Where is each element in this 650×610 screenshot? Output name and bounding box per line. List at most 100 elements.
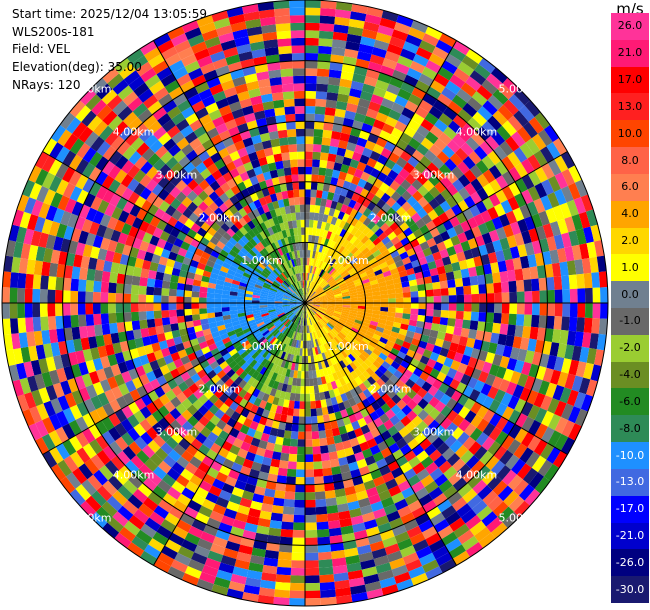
ppi-cell: [469, 320, 479, 331]
ppi-cell: [463, 169, 477, 183]
ppi-cell: [284, 106, 296, 115]
ppi-cell: [319, 159, 328, 169]
ppi-cell: [336, 344, 344, 352]
ppi-cell: [350, 297, 358, 301]
ppi-cell: [123, 312, 132, 322]
ppi-cell: [289, 590, 305, 599]
ppi-cell: [206, 517, 221, 530]
ppi-cell: [339, 228, 347, 238]
ppi-cell: [569, 303, 578, 318]
ppi-cell: [221, 303, 230, 308]
ppi-cell: [415, 218, 426, 229]
ppi-cell: [224, 407, 235, 418]
ppi-cell: [316, 521, 329, 530]
ppi-cell: [524, 488, 541, 506]
ppi-cell: [381, 360, 391, 370]
ppi-cell: [260, 503, 273, 513]
ppi-cell: [422, 392, 434, 404]
range-label: 5.00km: [70, 511, 112, 524]
ppi-cell: [446, 367, 458, 379]
ppi-cell: [87, 474, 103, 491]
ppi-cell: [267, 411, 276, 421]
ppi-cell: [82, 443, 97, 459]
ppi-cell: [446, 139, 461, 153]
ppi-cell: [490, 262, 500, 274]
ppi-cell: [192, 399, 204, 411]
ppi-cell: [247, 385, 256, 395]
ppi-cell: [297, 431, 305, 440]
ppi-cell: [361, 350, 370, 359]
ppi-cell: [405, 34, 423, 47]
ppi-cell: [501, 171, 515, 186]
ppi-cell: [57, 459, 73, 477]
ppi-cell: [340, 258, 348, 266]
ppi-cell: [280, 529, 294, 538]
ppi-cell: [414, 432, 427, 445]
ppi-cell: [338, 342, 346, 351]
ppi-cell: [78, 279, 87, 292]
ppi-cell: [90, 395, 103, 410]
ppi-cell: [369, 363, 379, 373]
ppi-cell: [158, 460, 172, 474]
ppi-cell: [413, 352, 423, 362]
ppi-cell: [341, 289, 349, 294]
ppi-cell: [271, 316, 279, 322]
ppi-cell: [307, 310, 311, 318]
ppi-cell: [263, 360, 271, 369]
ppi-cell: [331, 130, 342, 140]
ppi-cell: [566, 330, 577, 346]
ppi-cell: [343, 399, 352, 410]
ppi-cell: [357, 51, 372, 62]
ppi-cell: [494, 303, 502, 314]
ppi-cell: [306, 310, 309, 318]
ppi-cell: [299, 401, 305, 410]
ppi-cell: [564, 246, 575, 262]
ppi-cell: [308, 317, 312, 325]
ppi-cell: [443, 466, 458, 480]
ppi-cell: [295, 128, 305, 137]
ppi-cell: [562, 289, 571, 303]
ppi-cell: [372, 310, 381, 315]
ppi-cell: [275, 23, 291, 32]
ppi-cell: [385, 320, 394, 327]
ppi-cell: [561, 420, 575, 438]
ppi-cell: [294, 492, 305, 500]
ppi-cell: [353, 394, 362, 405]
ppi-cell: [461, 535, 479, 551]
ppi-cell: [291, 306, 299, 310]
ppi-cell: [311, 166, 320, 175]
ppi-cell: [327, 296, 335, 300]
ppi-cell: [374, 253, 384, 262]
ppi-cell: [208, 343, 218, 352]
ppi-cell: [355, 284, 364, 290]
ppi-cell: [262, 329, 270, 337]
ppi-cell: [305, 310, 308, 319]
ppi-cell: [246, 411, 256, 421]
ppi-cell: [198, 303, 207, 309]
ppi-cell: [309, 212, 315, 221]
ppi-cell: [527, 338, 537, 352]
ppi-cell: [211, 584, 229, 596]
ppi-cell: [160, 382, 172, 394]
ppi-cell: [371, 547, 387, 560]
ppi-cell: [342, 295, 351, 299]
ppi-cell: [457, 431, 470, 445]
ppi-cell: [547, 430, 562, 447]
ppi-cell: [420, 456, 434, 469]
ppi-cell: [559, 387, 572, 404]
ppi-cell: [411, 444, 425, 457]
ppi-cell: [318, 353, 324, 362]
ppi-cell: [412, 131, 426, 144]
ppi-cell: [319, 298, 328, 301]
ppi-cell: [406, 525, 422, 539]
ppi-cell: [220, 332, 229, 340]
ppi-cell: [331, 284, 339, 290]
ppi-cell: [540, 195, 553, 211]
ppi-cell: [428, 106, 443, 120]
ppi-cell: [102, 522, 120, 539]
ppi-cell: [350, 341, 358, 349]
ppi-cell: [538, 380, 550, 396]
ppi-cell: [561, 185, 574, 203]
ppi-cell: [488, 399, 501, 413]
ppi-cell: [404, 100, 419, 113]
